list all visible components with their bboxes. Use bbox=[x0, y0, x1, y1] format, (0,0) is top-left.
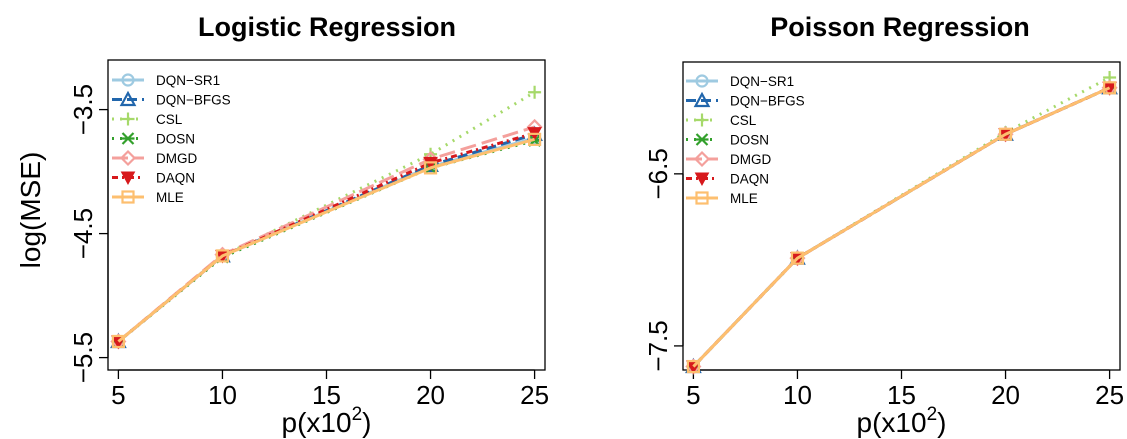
x-tick-label: 15 bbox=[312, 380, 341, 410]
y-tick-label: −4.5 bbox=[68, 208, 98, 259]
series-dosn bbox=[111, 134, 542, 348]
data-point bbox=[790, 251, 805, 265]
legend: DQN−SR1 DQN−BFGS CSL DOSN DMGD DAQN MLE bbox=[112, 73, 231, 205]
chart-panel-poisson-regression: Poisson Regression 5 10 15 20 25 p(x102) −7.5 −6… bbox=[643, 12, 1124, 438]
data-point bbox=[423, 161, 438, 175]
legend-marker bbox=[695, 133, 709, 146]
legend-label: DMGD bbox=[156, 151, 197, 166]
legend-item-dqn-sr1: DQN−SR1 bbox=[112, 73, 220, 88]
legend-label: CSL bbox=[730, 113, 757, 128]
legend-marker bbox=[694, 172, 710, 187]
y-axis: −5.5 −4.5 −3.5 log(MSE) bbox=[15, 84, 109, 383]
x-tick-label: 5 bbox=[111, 380, 125, 410]
x-tick-label: 5 bbox=[686, 380, 700, 410]
x-axis-label: p(x102) bbox=[857, 404, 947, 438]
x-tick-label: 10 bbox=[208, 380, 237, 410]
y-tick-label: −5.5 bbox=[68, 332, 98, 383]
legend-label: DQN−BFGS bbox=[156, 93, 231, 108]
legend-item-csl: CSL bbox=[686, 113, 757, 128]
legend-item-mle: MLE bbox=[112, 190, 184, 205]
legend-label: DAQN bbox=[156, 171, 195, 186]
legend-marker bbox=[121, 132, 135, 145]
legend-label: MLE bbox=[156, 190, 184, 205]
plot-frame bbox=[107, 59, 546, 371]
data-point bbox=[686, 359, 701, 374]
y-axis: −7.5 −6.5 bbox=[643, 148, 684, 372]
series-line bbox=[692, 86, 1111, 368]
legend-label: DOSN bbox=[156, 132, 195, 147]
legend-item-csl: CSL bbox=[112, 112, 183, 127]
legend-marker bbox=[119, 149, 137, 167]
legend-label: DQN−BFGS bbox=[730, 94, 805, 109]
legend-item-mle: MLE bbox=[686, 191, 758, 206]
legend-marker bbox=[693, 150, 711, 168]
x-tick-label: 10 bbox=[783, 380, 812, 410]
legend-label: DMGD bbox=[730, 152, 771, 167]
legend: DQN−SR1 DQN−BFGS CSL DOSN DMGD DAQN MLE bbox=[686, 74, 805, 206]
series-mle bbox=[111, 132, 542, 349]
data-point bbox=[111, 334, 126, 349]
x-axis-label: p(x102) bbox=[282, 404, 372, 438]
x-axis: 5 10 15 20 25 p(x102) bbox=[111, 369, 549, 438]
legend-item-dosn: DOSN bbox=[686, 133, 769, 148]
legend-label: MLE bbox=[730, 191, 758, 206]
x-tick-label: 15 bbox=[887, 380, 916, 410]
legend-marker bbox=[119, 90, 137, 107]
legend-marker bbox=[120, 171, 136, 186]
series-line bbox=[692, 86, 1111, 368]
legend-item-daqn: DAQN bbox=[686, 172, 769, 187]
series-line bbox=[692, 86, 1111, 368]
y-tick-label: −6.5 bbox=[643, 148, 673, 199]
legend-item-dmgd: DMGD bbox=[112, 149, 197, 167]
legend-label: DQN−SR1 bbox=[156, 73, 220, 88]
legend-label: DOSN bbox=[730, 133, 769, 148]
legend-marker bbox=[695, 191, 709, 205]
y-tick-label: −7.5 bbox=[643, 320, 673, 371]
series-line bbox=[117, 137, 535, 343]
legend-marker bbox=[121, 73, 135, 87]
legend-item-dmgd: DMGD bbox=[686, 150, 771, 168]
series-line bbox=[117, 90, 536, 343]
legend-item-dqn-bfgs: DQN−BFGS bbox=[686, 91, 805, 109]
series-line bbox=[117, 136, 535, 343]
legend-label: DQN−SR1 bbox=[730, 74, 794, 89]
plot-frame bbox=[682, 61, 1121, 371]
x-axis: 5 10 15 20 25 p(x102) bbox=[686, 369, 1124, 438]
legend-item-dqn-sr1: DQN−SR1 bbox=[686, 74, 794, 89]
data-point bbox=[528, 85, 542, 99]
x-tick-label: 25 bbox=[1095, 380, 1124, 410]
series-mle bbox=[686, 81, 1117, 374]
legend-item-dosn: DOSN bbox=[112, 132, 195, 147]
x-tick-label: 20 bbox=[416, 380, 445, 410]
legend-marker bbox=[693, 91, 711, 108]
series-line bbox=[692, 86, 1111, 368]
data-point bbox=[998, 127, 1013, 141]
legend-label: DAQN bbox=[730, 172, 769, 187]
y-tick-label: −3.5 bbox=[68, 84, 98, 135]
chart-title: Logistic Regression bbox=[198, 12, 456, 42]
series-line bbox=[692, 86, 1111, 368]
data-point bbox=[527, 132, 542, 146]
legend-label: CSL bbox=[156, 112, 183, 127]
y-axis-label: log(MSE) bbox=[15, 152, 46, 269]
legend-marker bbox=[695, 74, 709, 88]
legend-marker bbox=[695, 113, 709, 127]
x-tick-label: 25 bbox=[520, 380, 549, 410]
data-point bbox=[1102, 81, 1117, 95]
legend-marker bbox=[121, 190, 135, 204]
legend-item-dqn-bfgs: DQN−BFGS bbox=[112, 90, 231, 108]
legend-marker bbox=[121, 112, 135, 126]
legend-item-daqn: DAQN bbox=[112, 171, 195, 186]
chart-title: Poisson Regression bbox=[770, 12, 1030, 42]
x-tick-label: 20 bbox=[991, 380, 1020, 410]
series-line bbox=[692, 86, 1111, 368]
data-point bbox=[215, 249, 230, 263]
